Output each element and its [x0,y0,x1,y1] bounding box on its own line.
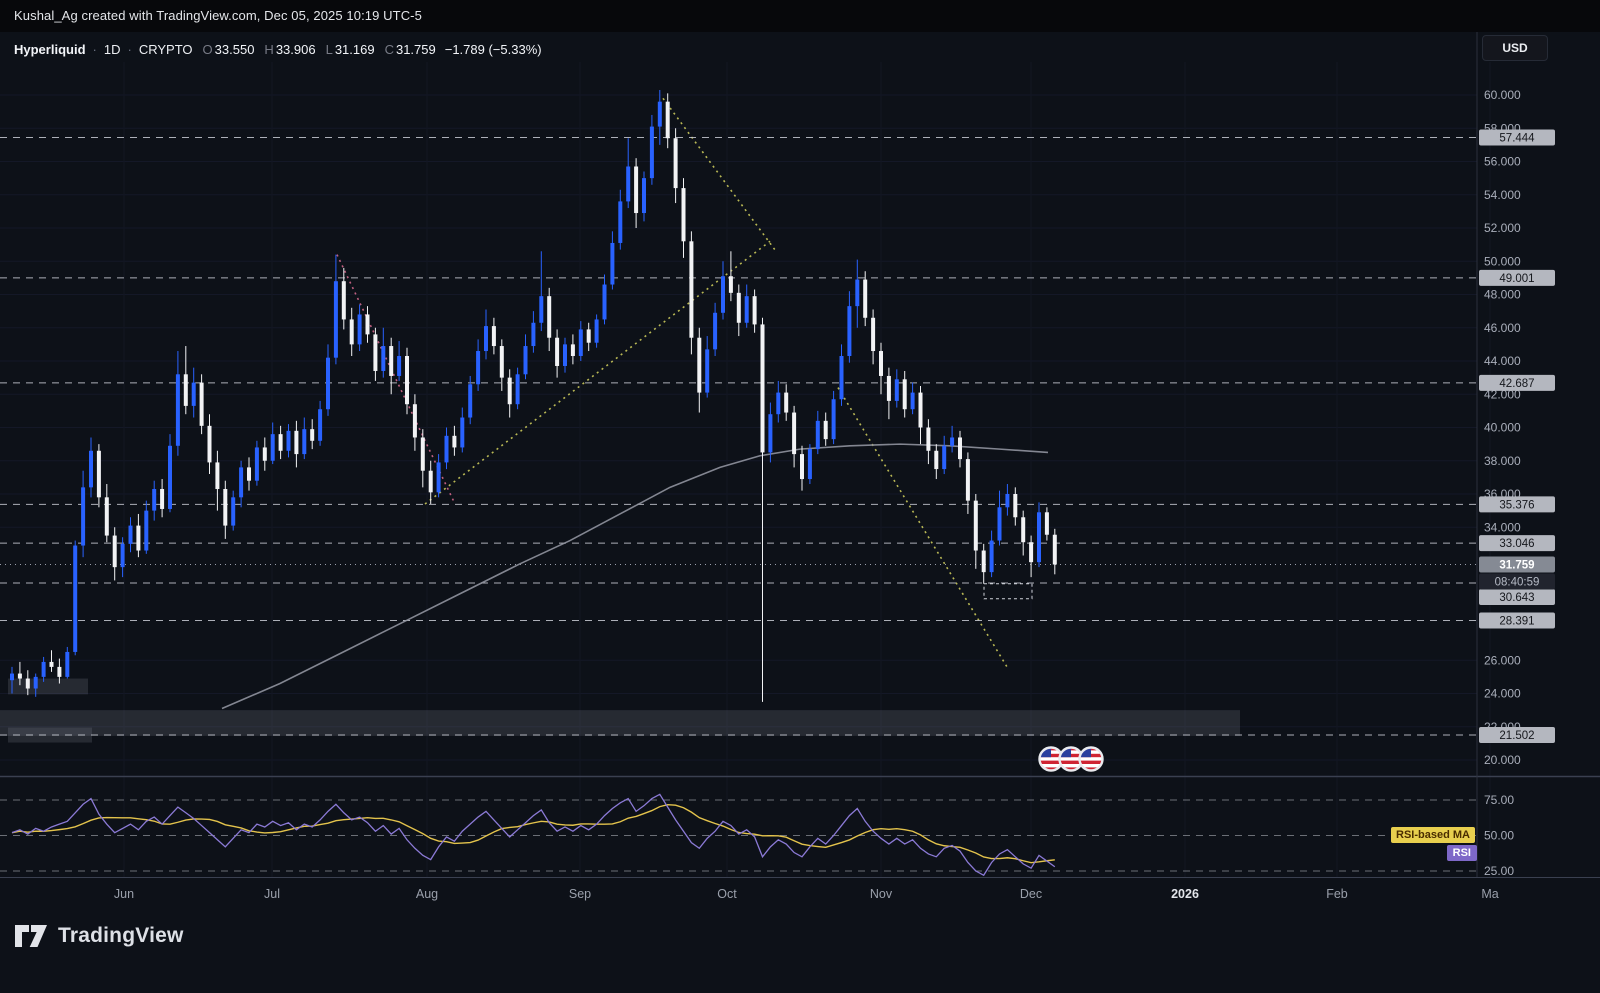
svg-text:30.643: 30.643 [1499,592,1534,604]
svg-text:35.376: 35.376 [1499,499,1534,511]
market-label: CRYPTO [138,41,193,57]
svg-text:20.000: 20.000 [1484,753,1521,767]
close-value: 31.759 [395,41,436,57]
close-label: C [384,41,394,57]
rsi-pane[interactable] [0,793,1477,877]
low-value: 31.169 [334,41,375,57]
svg-text:Ma: Ma [1481,887,1498,901]
current-price-badge [1479,556,1555,573]
high-value: 33.906 [275,41,316,57]
attribution-bar: Kushal_Ag created with TradingView.com, … [0,0,1600,32]
open-value: 33.550 [214,41,255,57]
svg-text:31.759: 31.759 [1499,560,1534,572]
rsi-axis-badge[interactable]: RSI [1446,845,1477,861]
svg-text:49.001: 49.001 [1499,273,1534,285]
svg-text:40.000: 40.000 [1484,421,1521,435]
svg-text:50.000: 50.000 [1484,254,1521,268]
flag-icon[interactable] [1036,744,1066,774]
tradingview-logo-icon [15,925,47,947]
svg-text:75.00: 75.00 [1484,793,1514,807]
trendlines[interactable] [336,97,1009,669]
svg-text:24.000: 24.000 [1484,687,1521,701]
symbol-name[interactable]: Hyperliquid [14,41,86,57]
svg-text:57.444: 57.444 [1499,132,1535,144]
open-label: O [202,41,213,57]
legend-separator: · [92,41,97,57]
svg-text:Jun: Jun [114,887,134,901]
grid-lines [0,62,1491,877]
svg-text:46.000: 46.000 [1484,321,1521,335]
rsi-ma-line [11,804,1055,864]
ma-line [221,443,1049,710]
flag-markers[interactable] [1036,744,1106,774]
currency-toggle-button[interactable]: USD [1482,35,1548,61]
svg-text:Feb: Feb [1326,887,1348,901]
attribution-text: Kushal_Ag created with TradingView.com, … [14,8,422,23]
svg-text:Dec: Dec [1020,887,1042,901]
rsi-line [11,793,1056,877]
svg-text:60.000: 60.000 [1484,88,1521,102]
rsi-ma-axis-badge[interactable]: RSI-based MA [1391,827,1475,843]
flag-icon[interactable] [1056,744,1086,774]
svg-text:38.000: 38.000 [1484,454,1521,468]
svg-text:50.00: 50.00 [1484,829,1514,843]
symbol-legend[interactable]: Hyperliquid · 1D · CRYPTO O 33.550 H 33.… [14,38,542,60]
time-axis[interactable]: Jun Jul Aug Sep Oct Nov Dec 2026 Feb Ma [114,887,1499,901]
svg-text:52.000: 52.000 [1484,221,1521,235]
svg-text:25.00: 25.00 [1484,864,1514,878]
brand-text: TradingView [58,924,184,947]
svg-text:2026: 2026 [1171,887,1199,901]
svg-text:Sep: Sep [569,887,591,901]
svg-text:34.000: 34.000 [1484,520,1521,534]
svg-text:Jul: Jul [264,887,280,901]
svg-text:33.046: 33.046 [1499,538,1534,550]
bar-countdown-badge [1479,573,1555,590]
interval-label[interactable]: 1D [103,41,121,57]
svg-text:44.000: 44.000 [1484,354,1521,368]
svg-text:42.687: 42.687 [1499,378,1534,390]
svg-text:Oct: Oct [717,887,737,901]
svg-text:08:40:59: 08:40:59 [1495,577,1540,589]
svg-text:26.000: 26.000 [1484,653,1521,667]
low-label: L [325,41,333,57]
dashed-box-drawing[interactable] [983,583,1033,600]
svg-text:54.000: 54.000 [1484,188,1521,202]
price-axis[interactable]: 60.00058.00056.00054.00052.00050.00048.0… [1479,88,1555,878]
shaded-zones[interactable] [0,678,1240,743]
tradingview-logo[interactable]: TradingView [14,924,184,948]
svg-text:Nov: Nov [870,887,893,901]
flag-icon[interactable] [1076,744,1106,774]
high-label: H [264,41,274,57]
svg-text:Aug: Aug [416,887,438,901]
candles-layer[interactable] [10,90,1057,702]
level-lines[interactable] [0,136,1477,736]
svg-text:28.391: 28.391 [1499,615,1534,627]
svg-text:21.502: 21.502 [1499,730,1534,742]
legend-separator: · [127,41,132,57]
pane-separators[interactable] [0,32,1600,878]
svg-text:56.000: 56.000 [1484,155,1521,169]
change-value: −1.789 (−5.33%) [444,41,542,57]
svg-text:48.000: 48.000 [1484,288,1521,302]
